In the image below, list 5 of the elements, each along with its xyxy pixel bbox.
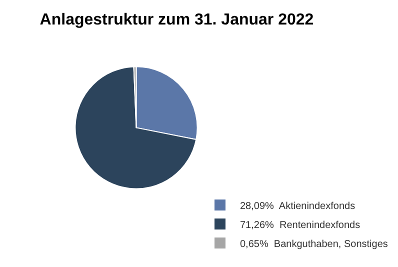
pie-slice <box>74 66 197 190</box>
legend-label: 0,65% Bankguthaben, Sonstiges <box>240 238 388 250</box>
chart-title: Anlagestruktur zum 31. Januar 2022 <box>40 12 314 29</box>
legend-label: 28,09% Aktienindexfonds <box>240 200 356 212</box>
legend-label: 71,26% Rentenindexfonds <box>240 220 360 231</box>
